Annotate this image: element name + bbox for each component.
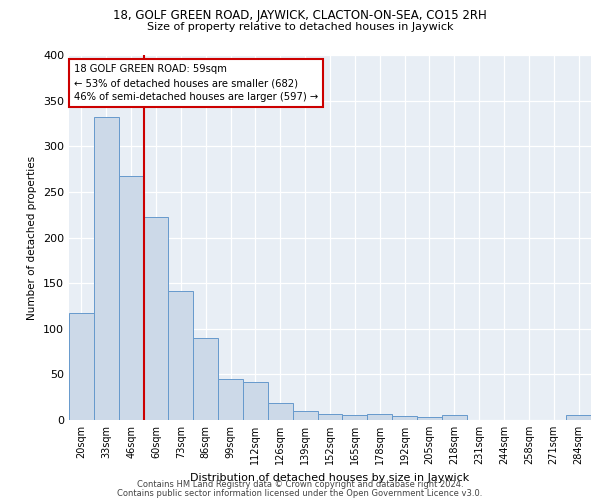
Bar — [119, 176, 143, 420]
Text: 18 GOLF GREEN ROAD: 59sqm
← 53% of detached houses are smaller (682)
46% of semi: 18 GOLF GREEN ROAD: 59sqm ← 53% of detac… — [74, 64, 319, 102]
Bar — [193, 338, 218, 420]
Bar — [392, 416, 417, 420]
Bar — [218, 379, 243, 420]
Text: Size of property relative to detached houses in Jaywick: Size of property relative to detached ho… — [147, 22, 453, 32]
Bar — [268, 402, 293, 420]
Bar — [169, 292, 193, 420]
Bar — [243, 382, 268, 420]
Bar — [69, 313, 94, 420]
Bar — [566, 416, 591, 420]
Bar — [343, 416, 367, 420]
Bar — [442, 416, 467, 420]
Bar — [317, 414, 343, 420]
Bar — [293, 411, 317, 420]
Bar — [417, 418, 442, 420]
X-axis label: Distribution of detached houses by size in Jaywick: Distribution of detached houses by size … — [190, 472, 470, 482]
Text: Contains public sector information licensed under the Open Government Licence v3: Contains public sector information licen… — [118, 488, 482, 498]
Text: 18, GOLF GREEN ROAD, JAYWICK, CLACTON-ON-SEA, CO15 2RH: 18, GOLF GREEN ROAD, JAYWICK, CLACTON-ON… — [113, 9, 487, 22]
Bar — [143, 216, 169, 420]
Bar — [367, 414, 392, 420]
Y-axis label: Number of detached properties: Number of detached properties — [28, 156, 37, 320]
Bar — [94, 117, 119, 420]
Text: Contains HM Land Registry data © Crown copyright and database right 2024.: Contains HM Land Registry data © Crown c… — [137, 480, 463, 489]
